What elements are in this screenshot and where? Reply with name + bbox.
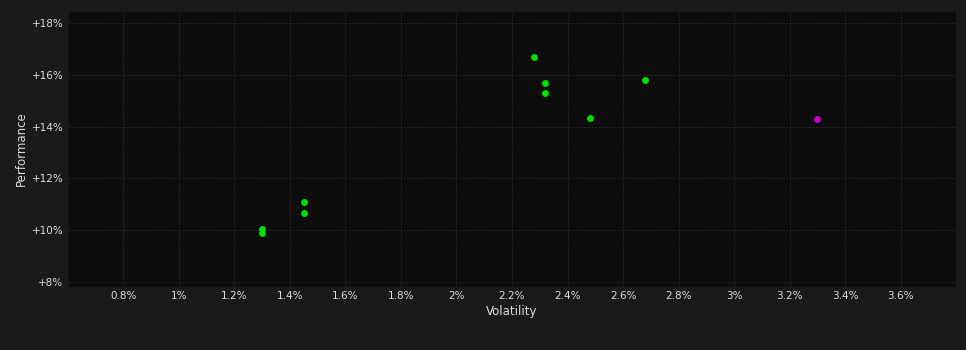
- Point: [538, 90, 554, 96]
- Point: [296, 199, 311, 204]
- Point: [254, 230, 270, 236]
- Point: [526, 54, 542, 60]
- Point: [810, 116, 825, 122]
- Point: [296, 211, 311, 216]
- Y-axis label: Performance: Performance: [14, 111, 28, 186]
- X-axis label: Volatility: Volatility: [486, 305, 538, 318]
- Point: [638, 77, 653, 83]
- Point: [538, 80, 554, 86]
- Point: [582, 115, 597, 120]
- Point: [254, 226, 270, 232]
